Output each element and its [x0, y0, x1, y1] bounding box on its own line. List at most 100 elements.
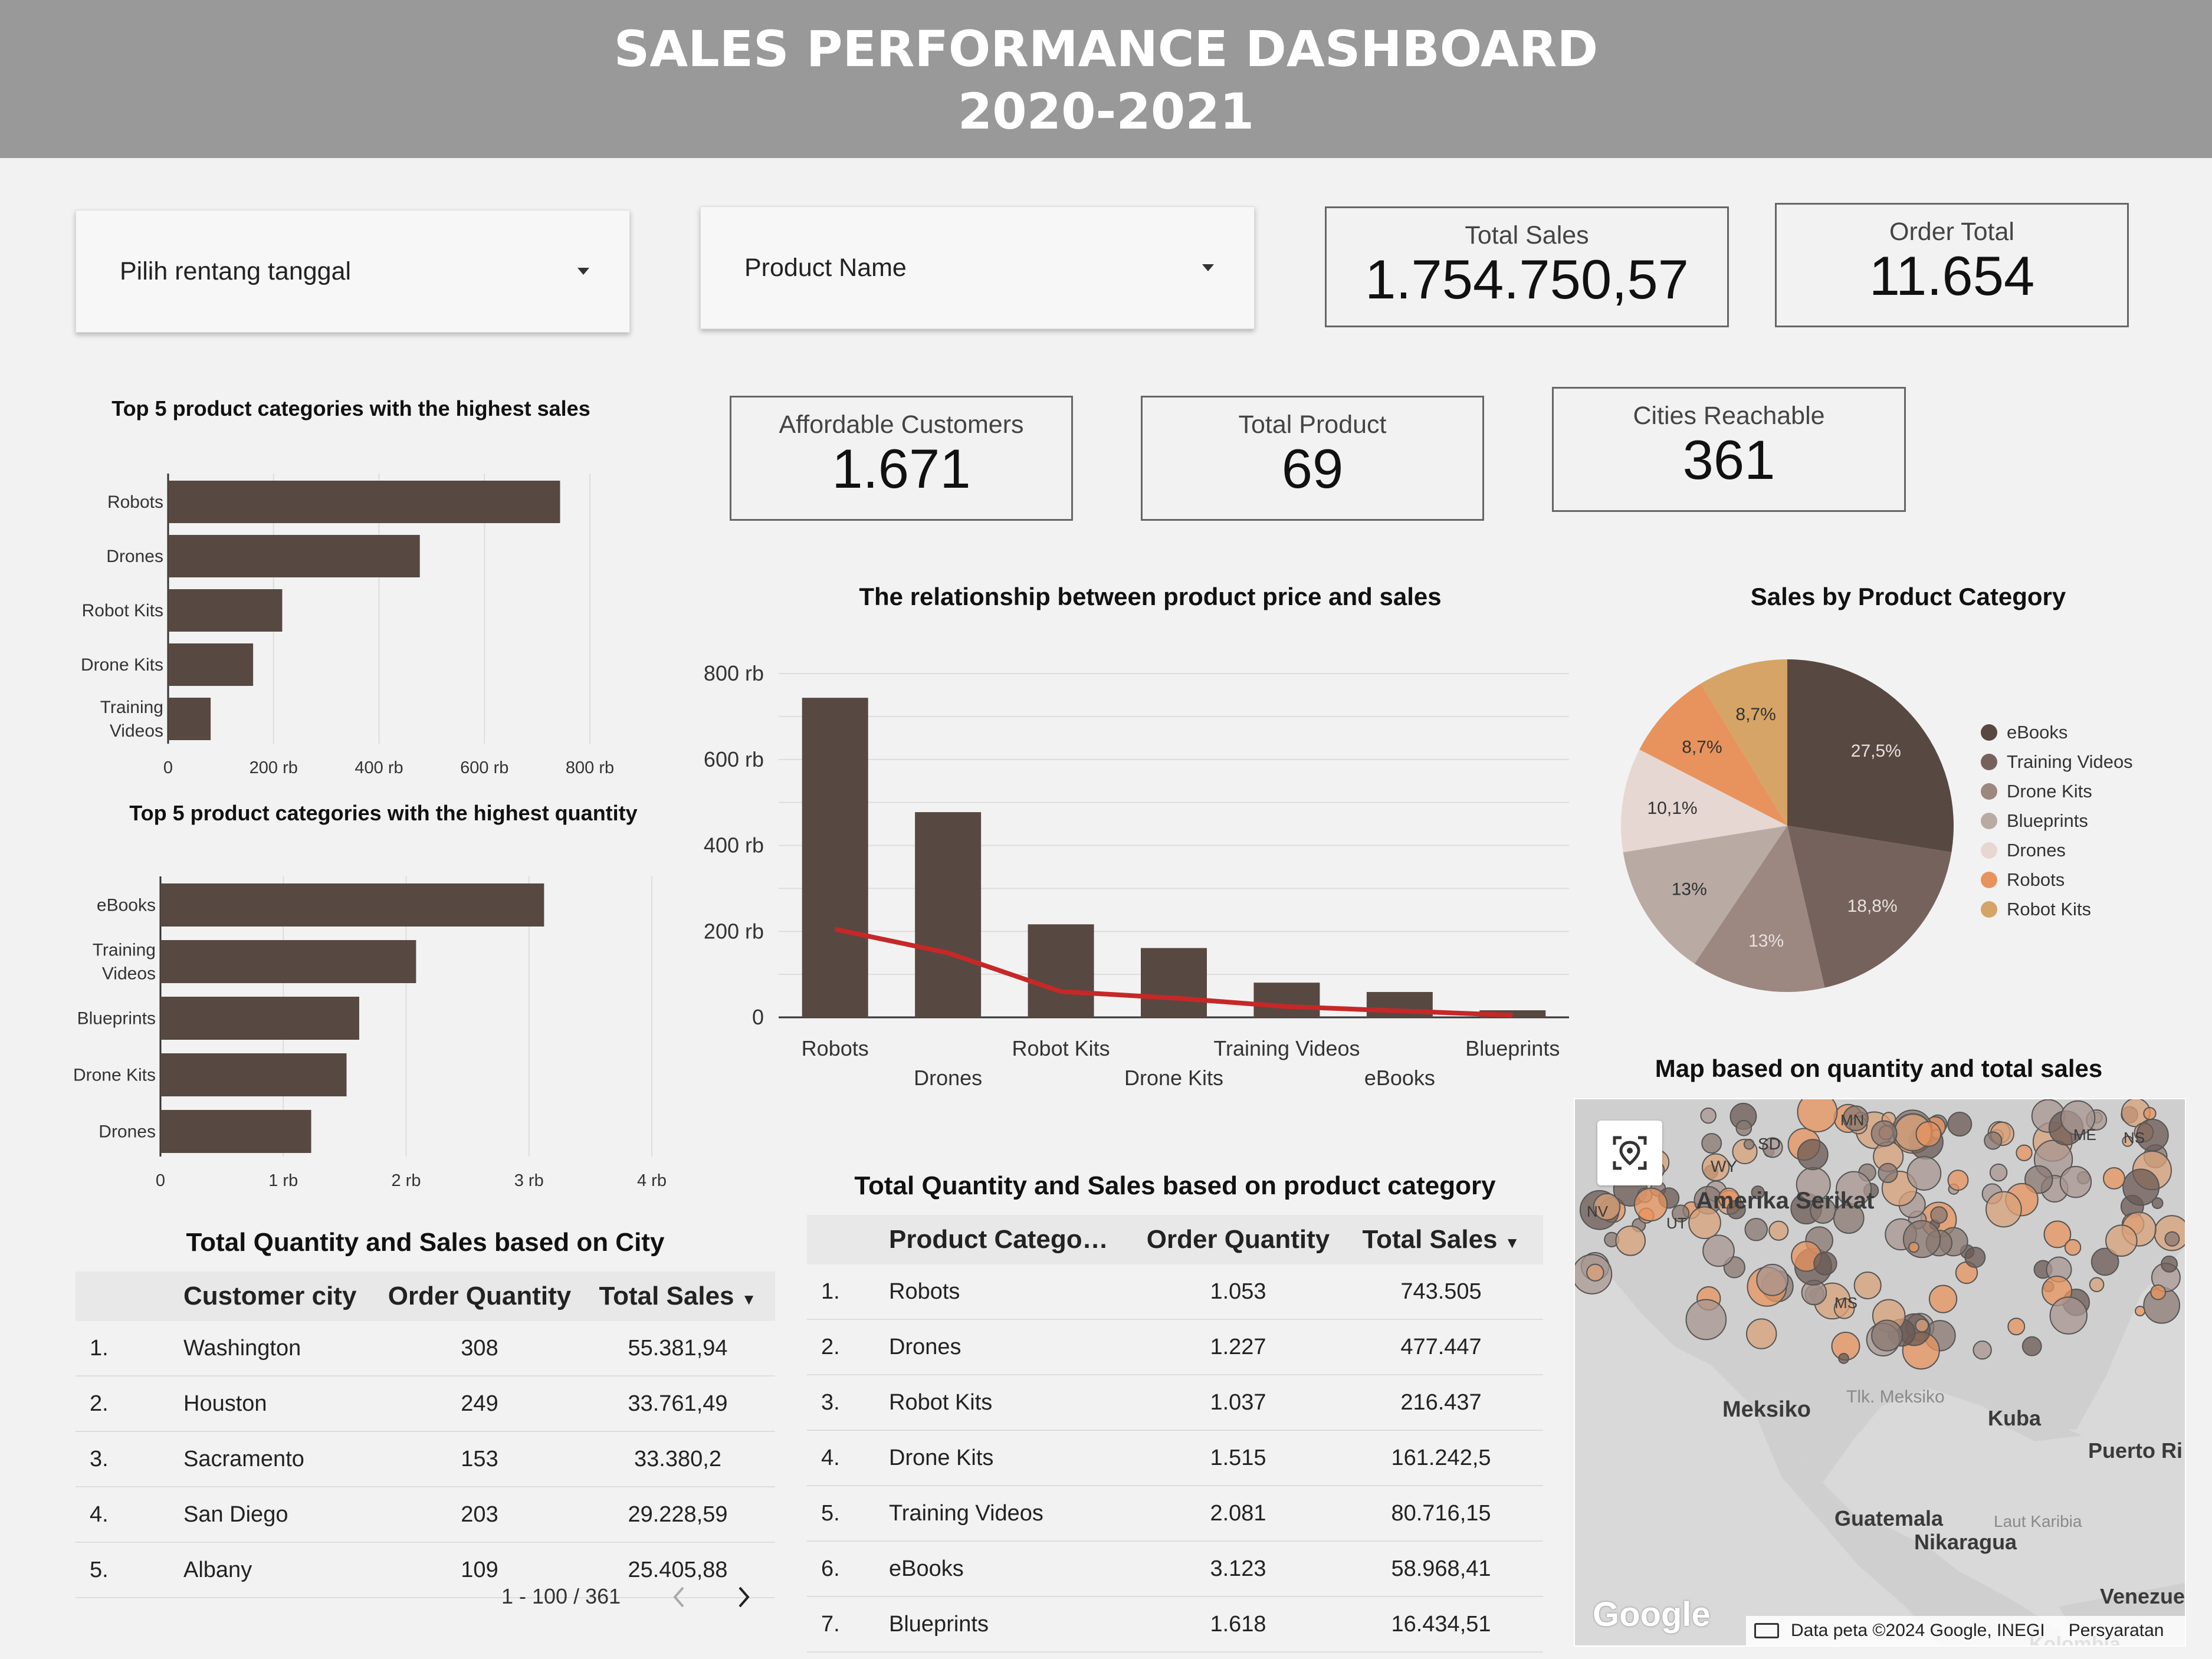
pager-next-icon[interactable]: [735, 1585, 753, 1609]
table-row[interactable]: 4. Drone Kits 1.515 161.242,5: [807, 1430, 1543, 1486]
table-cell: Robot Kits: [888, 1375, 1137, 1431]
legend-swatch: [1981, 754, 1997, 770]
bar-blueprints: [160, 997, 359, 1040]
map-bubble: [2064, 1238, 2082, 1256]
bar-drones: [168, 535, 420, 577]
map-label: UT: [1666, 1214, 1687, 1232]
map-title: Map based on quantity and total sales: [1655, 1054, 2103, 1082]
pager-prev-icon[interactable]: [670, 1585, 688, 1609]
legend-label: Blueprints: [2007, 810, 2088, 831]
map-bubble: [1833, 1297, 1855, 1319]
table-row[interactable]: 1. Washington 308 55.381,94: [76, 1321, 775, 1377]
category-label: Videos: [110, 721, 163, 741]
column-header-product-category[interactable]: Product Catego…: [888, 1215, 1137, 1264]
legend-item: Drones: [1981, 840, 2066, 861]
map-attribution-bar: Data peta ©2024 Google, INEGI Persyarata…: [1746, 1616, 2185, 1645]
table-cell: 743.505: [1339, 1264, 1543, 1320]
map-bubble: [2016, 1144, 2033, 1162]
map-label: SD: [1758, 1135, 1781, 1153]
table-cell: 80.716,15: [1339, 1486, 1543, 1542]
column-header-total-sales[interactable]: Total Sales ▼: [1339, 1215, 1543, 1264]
map-bubble: [1915, 1121, 1942, 1147]
map-bubble: [2135, 1305, 2146, 1317]
pie-slice-blueprints: [1623, 826, 1787, 964]
map-bubble: [1930, 1206, 1948, 1224]
map-bubble: [1906, 1156, 1942, 1191]
table-row[interactable]: 2. Drones 1.227 477.447: [807, 1319, 1543, 1375]
kpi-affordable-customers: Affordable Customers 1.671: [730, 396, 1073, 521]
sort-desc-icon[interactable]: ▼: [1504, 1234, 1520, 1251]
map-label: Venezue: [2100, 1584, 2185, 1608]
bar-training-videos: [168, 698, 211, 740]
column-header-total-sales[interactable]: Total Sales ▼: [580, 1272, 775, 1321]
product-name-dropdown[interactable]: Product Name: [700, 206, 1255, 329]
chart-title-top-sales: Top 5 product categories with the highes…: [111, 396, 590, 421]
table-row[interactable]: 5. Albany 109 25.405,88: [76, 1542, 775, 1598]
column-header-index: [76, 1272, 183, 1321]
sort-desc-icon[interactable]: ▼: [741, 1290, 757, 1308]
legend-item: Training Videos: [1981, 751, 2133, 773]
table-cell: 3.: [76, 1431, 183, 1487]
table-row[interactable]: 7. Blueprints 1.618 16.434,51: [807, 1596, 1543, 1653]
product-name-label: Product Name: [744, 253, 907, 282]
table-cell: 477.447: [1339, 1319, 1543, 1375]
locate-button[interactable]: [1597, 1121, 1662, 1185]
legend-label: eBooks: [2007, 722, 2068, 743]
pie-slice-label: 10,1%: [1647, 799, 1698, 818]
x-tick-label: 400 rb: [355, 758, 403, 777]
column-header-customer-city[interactable]: Customer city: [183, 1272, 379, 1321]
category-label: Drone Kits: [81, 655, 163, 675]
map-bubble: [1928, 1285, 1958, 1313]
map-bubble: [1700, 1107, 1717, 1124]
sales-map[interactable]: WY SD MN NV UT Amerika Serikat MS Meksiko Tlk. M…: [1574, 1098, 2186, 1647]
table-row[interactable]: 1. Robots 1.053 743.505: [807, 1264, 1543, 1320]
top-sales-bar-chart: 0 200 rb 400 rb 600 rb 800 rb Robots Drones Rob…: [81, 474, 614, 777]
map-bubble: [1870, 1120, 1898, 1147]
category-label: Drone Kits: [73, 1066, 156, 1085]
table-row[interactable]: 4. San Diego 203 29.228,59: [76, 1487, 775, 1543]
map-label: MN: [1840, 1111, 1865, 1129]
y-tick-label: 400 rb: [704, 833, 764, 858]
map-label: ME: [2073, 1126, 2096, 1144]
map-bubble: [1762, 1137, 1783, 1158]
bar-drones: [915, 812, 982, 1017]
date-range-label: Pilih rentang tanggal: [120, 257, 352, 285]
map-bubble: [1797, 1099, 1838, 1132]
date-range-dropdown[interactable]: Pilih rentang tanggal: [76, 210, 630, 333]
category-label: Drones: [106, 547, 163, 566]
map-bubble: [2102, 1167, 2125, 1190]
kpi-cities-reachable: Cities Reachable 361: [1552, 387, 1906, 512]
table-cell: 7.: [807, 1596, 888, 1653]
table-row[interactable]: 3. Sacramento 153 33.380,2: [76, 1431, 775, 1487]
map-label: NV: [1587, 1203, 1609, 1220]
chart-title-category-pie: Sales by Product Category: [1750, 583, 2066, 610]
category-label: Training: [93, 941, 156, 960]
keyboard-icon[interactable]: [1754, 1623, 1779, 1638]
table-cell: 16.434,51: [1339, 1596, 1543, 1653]
table-row[interactable]: 3. Robot Kits 1.037 216.437: [807, 1375, 1543, 1431]
category-table: Product Catego… Order Quantity Total Sal…: [807, 1215, 1543, 1653]
map-label: MS: [1834, 1294, 1857, 1312]
map-terms-link[interactable]: Persyaratan: [2068, 1621, 2164, 1640]
map-bubble: [1797, 1139, 1829, 1171]
x-tick-label: Blueprints: [1465, 1036, 1560, 1060]
kpi-label: Order Total: [1889, 218, 2014, 246]
table-row[interactable]: 6. eBooks 3.123 58.968,41: [807, 1541, 1543, 1597]
pie-slice-training-videos: [1787, 826, 1952, 988]
chevron-down-icon: [577, 268, 589, 275]
category-pie-chart: 27,5% 18,8% 13% 13% 10,1% 8,7% 8,7%: [1621, 659, 1954, 992]
table-cell: 5.: [76, 1542, 183, 1598]
map-bubble: [1836, 1171, 1872, 1207]
column-header-order-quantity[interactable]: Order Quantity: [1137, 1215, 1339, 1264]
map-label: Puerto Ri: [2088, 1438, 2183, 1463]
table-cell: Houston: [183, 1376, 379, 1432]
city-table-body: 1. Washington 308 55.381,94 2. Houston 249 33.7…: [76, 1321, 775, 1598]
table-row[interactable]: 5. Training Videos 2.081 80.716,15: [807, 1486, 1543, 1542]
table-cell: 25.405,88: [580, 1542, 775, 1598]
map-bubble: [1702, 1234, 1735, 1267]
x-tick-label: 4 rb: [637, 1171, 667, 1190]
map-label: Meksiko: [1722, 1397, 1811, 1422]
map-bubble: [2059, 1165, 2092, 1198]
column-header-order-quantity[interactable]: Order Quantity: [379, 1272, 580, 1321]
table-row[interactable]: 2. Houston 249 33.761,49: [76, 1376, 775, 1432]
